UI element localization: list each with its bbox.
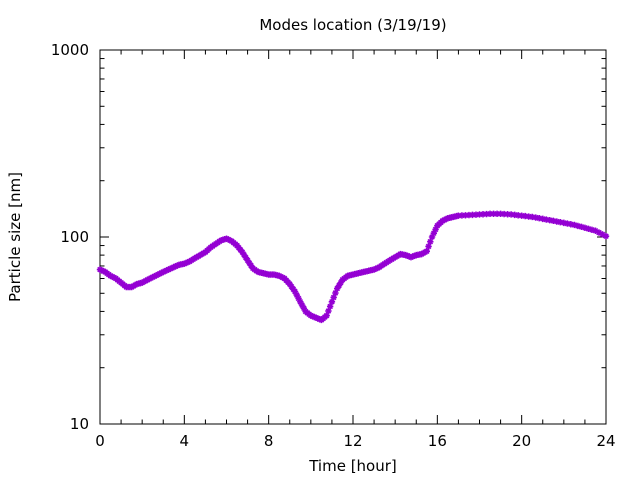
data-point xyxy=(430,230,438,237)
data-point xyxy=(557,218,564,226)
data-point xyxy=(240,251,248,259)
data-point xyxy=(455,212,462,219)
data-point xyxy=(585,225,592,232)
data-point xyxy=(588,226,596,233)
x-tick-label: 16 xyxy=(428,432,447,450)
data-point xyxy=(497,210,504,218)
data-point xyxy=(532,214,539,221)
data-point xyxy=(483,210,490,218)
data-point xyxy=(458,212,466,219)
data-point xyxy=(335,282,343,289)
data-point xyxy=(242,254,250,261)
data-point xyxy=(472,211,480,218)
data-point xyxy=(592,227,599,234)
data-point xyxy=(465,211,473,219)
data-point xyxy=(514,212,522,219)
data-point xyxy=(518,212,525,219)
data-point xyxy=(293,291,300,299)
data-point xyxy=(539,215,546,223)
data-point xyxy=(323,312,330,319)
x-axis-label: Time [hour] xyxy=(308,457,397,475)
data-point xyxy=(425,243,432,250)
x-tick-label: 4 xyxy=(180,432,190,450)
data-point xyxy=(325,307,332,315)
data-point xyxy=(581,224,589,231)
data-point xyxy=(297,298,304,306)
data-point xyxy=(595,229,603,236)
y-tick-labels: 10 100 1000 xyxy=(51,41,89,433)
data-point xyxy=(337,279,344,286)
data-point xyxy=(571,221,578,229)
x-tick-label: 20 xyxy=(512,432,531,450)
data-point xyxy=(504,211,511,218)
x-tick-label: 8 xyxy=(264,432,274,450)
data-point xyxy=(476,211,483,218)
data-point xyxy=(330,294,337,301)
x-tick-label: 24 xyxy=(596,432,615,450)
x-tick-label: 0 xyxy=(95,432,105,450)
data-point xyxy=(521,212,529,220)
data-point xyxy=(543,216,550,223)
data-point xyxy=(564,220,571,227)
y-tick-label: 100 xyxy=(60,228,89,246)
data-point xyxy=(578,223,585,231)
x-tick-label: 12 xyxy=(343,432,362,450)
data-point xyxy=(427,238,434,245)
data-point xyxy=(295,295,302,302)
data-point xyxy=(428,233,436,241)
data-point xyxy=(550,217,557,225)
data-point xyxy=(536,215,543,222)
data-point xyxy=(567,221,575,228)
data-point xyxy=(507,211,515,218)
data-point xyxy=(511,211,518,219)
data-point xyxy=(462,212,469,219)
data-point xyxy=(333,285,341,292)
data-point xyxy=(529,213,536,221)
data-point xyxy=(328,298,336,306)
data-point xyxy=(602,232,610,240)
data-point xyxy=(291,288,299,295)
data-point xyxy=(493,210,501,218)
y-tick-label: 10 xyxy=(70,415,89,433)
data-point xyxy=(490,210,497,218)
data-point xyxy=(479,211,487,218)
data-point xyxy=(423,247,430,255)
data-point xyxy=(332,289,339,297)
data-point xyxy=(486,210,494,218)
data-point xyxy=(326,303,334,310)
data-point xyxy=(300,305,308,312)
y-axis-label: Particle size [nm] xyxy=(6,172,24,302)
data-point xyxy=(525,213,532,220)
data-point xyxy=(432,226,439,233)
data-series xyxy=(96,210,610,324)
data-point xyxy=(599,231,606,238)
data-point xyxy=(560,219,568,227)
data-point xyxy=(553,218,561,225)
data-point xyxy=(546,216,553,224)
data-point xyxy=(500,210,508,218)
axis-ticks xyxy=(99,49,607,425)
data-point xyxy=(469,211,476,219)
plot-frame xyxy=(99,49,607,425)
x-tick-labels: 0 4 8 12 16 20 24 xyxy=(95,432,615,450)
data-point xyxy=(298,301,306,309)
data-point xyxy=(239,248,246,256)
chart-title: Modes location (3/19/19) xyxy=(259,16,446,34)
data-point xyxy=(574,222,582,230)
y-tick-label: 1000 xyxy=(51,41,89,59)
